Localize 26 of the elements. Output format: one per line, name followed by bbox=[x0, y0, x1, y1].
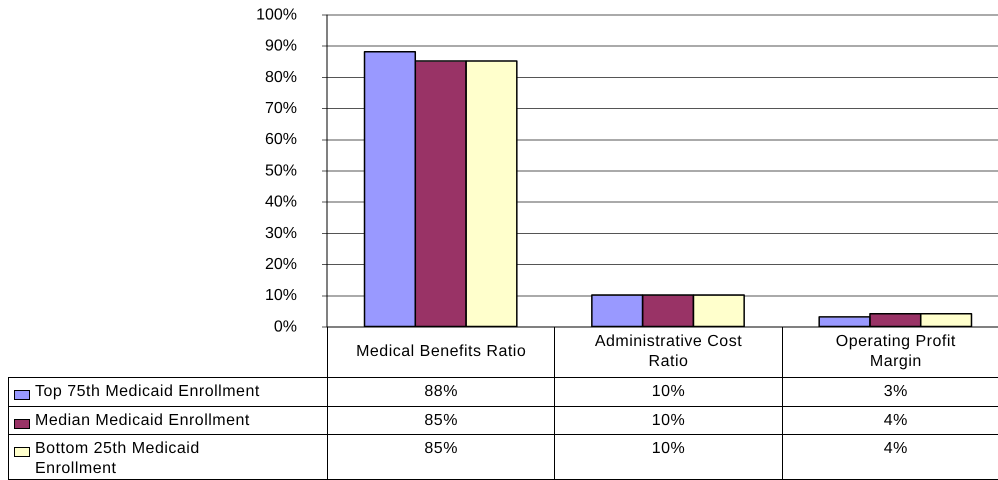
legend-label: Bottom 25th Medicaid Enrollment bbox=[35, 438, 201, 478]
data-label: 10% bbox=[554, 434, 782, 479]
y-tick-label: 50% bbox=[264, 162, 297, 180]
legend-label: Top 75th Medicaid Enrollment bbox=[35, 382, 260, 402]
x-tick-label: Medical Benefits Ratio bbox=[355, 342, 528, 362]
y-tick-label: 10% bbox=[264, 287, 297, 304]
data-label: 10% bbox=[554, 377, 782, 406]
y-tick-label: 30% bbox=[264, 224, 297, 242]
y-tick-label: 100% bbox=[256, 6, 297, 24]
data-label: 4% bbox=[782, 406, 998, 434]
y-tick-label: 60% bbox=[264, 131, 297, 148]
x-tick-label: Administrative Cost Ratio bbox=[594, 332, 744, 372]
y-tick-label: 20% bbox=[264, 256, 297, 274]
y-tick-label: 0% bbox=[274, 318, 297, 336]
x-tick-label: Operating Profit Margin bbox=[834, 332, 957, 372]
y-tick-label: 90% bbox=[264, 38, 297, 55]
legend-label: Median Medicaid Enrollment bbox=[35, 410, 250, 430]
data-label: 4% bbox=[782, 434, 998, 479]
y-tick-label: 80% bbox=[264, 68, 297, 86]
data-label: 85% bbox=[328, 434, 555, 479]
y-tick-label: 70% bbox=[264, 100, 297, 118]
data-label: 88% bbox=[328, 377, 555, 406]
data-label: 85% bbox=[328, 406, 555, 434]
y-tick-label: 40% bbox=[264, 194, 297, 211]
data-label: 10% bbox=[554, 406, 782, 434]
data-label: 3% bbox=[782, 377, 998, 406]
